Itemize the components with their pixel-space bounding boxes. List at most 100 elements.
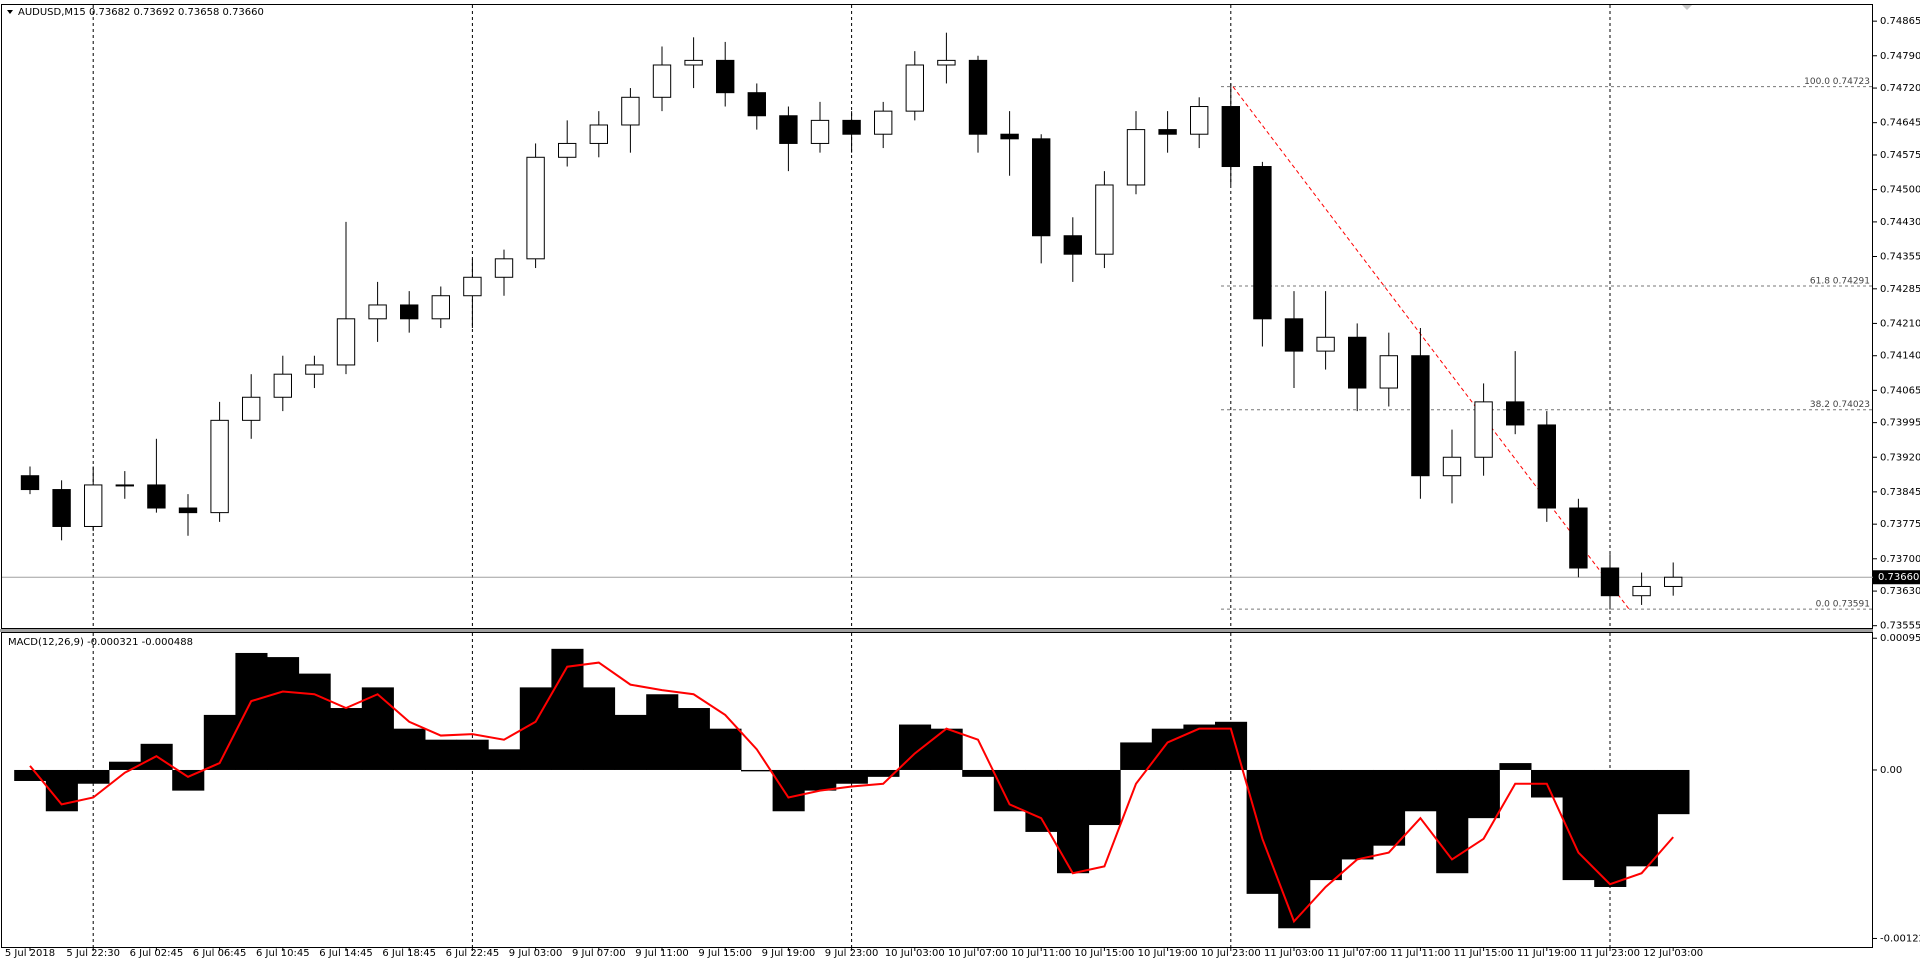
candle-body	[1126, 129, 1146, 186]
candle-body	[1664, 576, 1683, 587]
candle-body	[1095, 184, 1114, 255]
candle-body	[716, 59, 735, 94]
x-tick-label: 9 Jul 19:00	[762, 948, 816, 959]
candle-body	[1632, 585, 1651, 597]
candle-body	[1379, 355, 1398, 389]
candle-body	[1348, 336, 1367, 389]
macd-bar	[677, 708, 710, 770]
candle-body	[874, 110, 893, 135]
macd-bar	[1278, 769, 1311, 929]
y-tick-label: 0.000957	[1880, 633, 1920, 644]
macd-bar	[235, 652, 268, 770]
y-tick-label: 0.73845	[1880, 487, 1920, 498]
macd-bar	[583, 687, 616, 770]
x-tick-label: 6 Jul 18:45	[382, 948, 436, 959]
y-tick-label: 0.74645	[1880, 118, 1920, 129]
candle-body	[1442, 456, 1462, 477]
candle-body	[494, 258, 514, 278]
candle-body	[1284, 318, 1304, 352]
x-tick-label: 11 Jul 15:00	[1454, 948, 1514, 959]
candle-body	[400, 304, 419, 320]
x-tick-label: 5 Jul 22:30	[66, 948, 120, 959]
shift-marker	[1682, 5, 1692, 10]
macd-bar	[298, 673, 331, 770]
macd-bar	[804, 769, 837, 791]
candle-body	[526, 156, 545, 260]
panel-separator	[0, 629, 1873, 632]
x-tick-label: 10 Jul 23:00	[1201, 948, 1261, 959]
macd-bar	[867, 769, 900, 777]
candle-body	[747, 92, 766, 117]
macd-bar	[709, 728, 742, 770]
macd-bar	[772, 769, 805, 812]
x-tick-label: 5 Jul 2018	[5, 948, 55, 959]
x-tick-label: 9 Jul 07:00	[572, 948, 626, 959]
price-panel	[1, 4, 1873, 629]
candle-body	[52, 489, 71, 527]
candle-body	[305, 364, 324, 375]
candle-body	[779, 115, 798, 144]
y-tick-label: 0.73555	[1880, 621, 1920, 632]
macd-bar	[393, 728, 426, 770]
candle-body	[1221, 106, 1240, 168]
candle-body	[431, 295, 450, 320]
macd-bar	[1467, 769, 1500, 819]
macd-panel	[1, 632, 1873, 948]
macd-bar	[1562, 769, 1595, 881]
macd-bar	[361, 687, 394, 770]
current-price-label: 0.73660	[1878, 572, 1919, 583]
x-tick-label: 11 Jul 03:00	[1264, 948, 1324, 959]
candle-body	[84, 484, 103, 527]
y-tick-label: 0.74355	[1880, 252, 1920, 263]
candle-body	[178, 507, 198, 514]
y-tick-label: 0.74140	[1880, 351, 1920, 362]
candle-body	[1158, 129, 1177, 135]
candle-body	[1000, 133, 1019, 140]
macd-bar	[1183, 724, 1216, 770]
y-tick-label: 0.73995	[1880, 418, 1920, 429]
y-tick-label: 0.74210	[1880, 318, 1920, 329]
candle-body	[1411, 355, 1430, 477]
y-tick-label: 0.74065	[1880, 385, 1920, 396]
x-tick-label: 11 Jul 07:00	[1327, 948, 1387, 959]
candle-body	[1190, 106, 1209, 135]
candle-body	[589, 124, 608, 144]
candle-body	[147, 484, 166, 509]
macd-bar	[1088, 769, 1121, 826]
candle-body	[905, 64, 924, 112]
macd-bar	[1373, 769, 1406, 846]
macd-bar	[1057, 769, 1090, 874]
candle-body	[1063, 235, 1082, 255]
candle-body	[1569, 507, 1588, 569]
macd-bar	[488, 749, 521, 770]
x-tick-label: 12 Jul 03:00	[1643, 948, 1703, 959]
macd-bar	[172, 769, 205, 791]
y-tick-label: -0.001224	[1880, 933, 1920, 944]
x-tick-label: 10 Jul 15:00	[1074, 948, 1134, 959]
macd-bar	[614, 714, 647, 770]
menu-arrow[interactable]	[7, 10, 13, 14]
candle-body	[810, 119, 830, 144]
y-tick-label: 0.73700	[1880, 554, 1920, 565]
macd-bar	[1436, 769, 1469, 874]
x-tick-label: 10 Jul 19:00	[1138, 948, 1198, 959]
candle-body	[1474, 401, 1493, 458]
y-tick-label: 0.74790	[1880, 51, 1920, 62]
macd-bar	[1625, 769, 1658, 867]
x-tick-label: 6 Jul 14:45	[319, 948, 373, 959]
fib-label: 0.0 0.73591	[1816, 600, 1870, 610]
candle-body	[621, 96, 640, 126]
macd-bar	[930, 728, 963, 770]
fib-label: 100.0 0.74723	[1804, 77, 1870, 87]
candle-body	[1537, 424, 1556, 509]
x-tick-label: 6 Jul 06:45	[193, 948, 247, 959]
candle-body	[20, 475, 40, 491]
macd-bar	[1404, 769, 1437, 812]
chart-title: AUDUSD,M15 0.73682 0.73692 0.73658 0.736…	[18, 7, 264, 18]
y-tick-label: 0.74720	[1880, 83, 1920, 94]
macd-bar	[14, 769, 47, 781]
candle-body	[1506, 401, 1525, 426]
fib-trendline	[1232, 86, 1630, 610]
x-tick-label: 9 Jul 11:00	[635, 948, 689, 959]
